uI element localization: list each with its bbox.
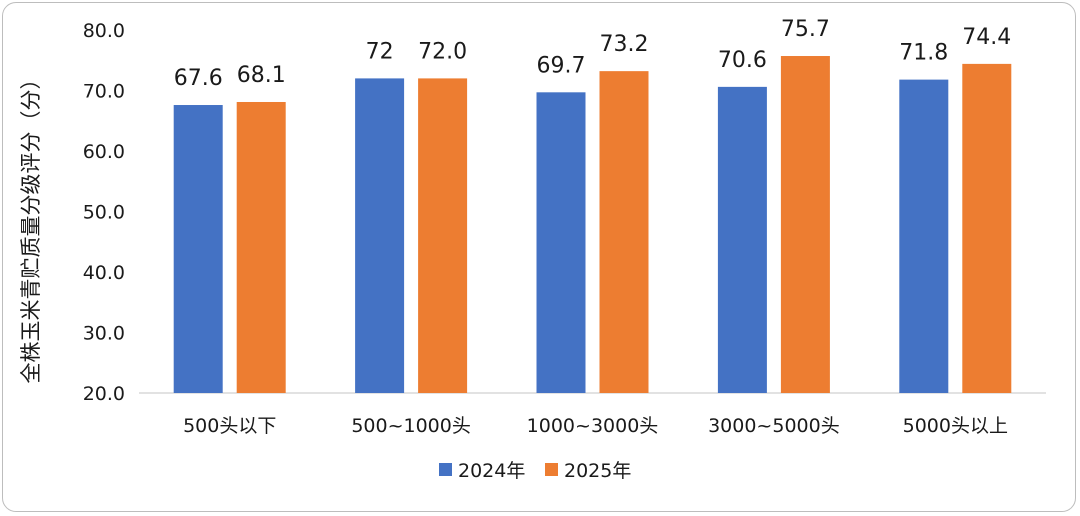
bar-2024年-1000~3000头 [536,92,586,393]
x-tick-label: 500~1000头 [351,415,471,437]
y-tick-label: 50.0 [83,202,125,224]
bars [173,56,1012,394]
y-axis-ticks: 20.0 30.0 40.0 50.0 60.0 70.0 80.0 [83,20,125,405]
y-tick-label: 60.0 [83,141,125,163]
y-tick-label: 30.0 [83,323,125,345]
bar-2024年-500头以下 [173,105,223,394]
y-axis-label-group: 全株玉米青贮质量分级评分（分） [19,69,43,384]
bar-2024年-5000头以上 [899,79,949,394]
bar-2025年-500头以下 [236,101,286,394]
bar-2025年-5000头以上 [962,63,1012,393]
y-tick-label: 20.0 [83,383,125,405]
data-label: 72 [366,39,394,64]
y-tick-label: 80.0 [83,20,125,42]
data-label: 72.0 [418,39,467,64]
data-label: 70.6 [718,48,767,73]
x-tick-label: 500头以下 [183,415,276,437]
legend-label: 2025年 [564,460,631,482]
bar-2024年-3000~5000头 [717,86,767,394]
y-tick-label: 40.0 [83,262,125,284]
value-labels: 67.6 68.1 72 72.0 69.7 73.2 70.6 75.7 71.8 74.4 [174,17,1012,91]
bar-2025年-1000~3000头 [599,71,649,393]
data-label: 75.7 [781,17,830,42]
legend-label: 2024年 [458,460,525,482]
legend-swatch [439,463,452,476]
x-tick-label: 5000头以上 [903,415,1008,437]
y-axis-label: 全株玉米青贮质量分级评分（分） [19,69,43,384]
legend: 2024年 2025年 [439,460,631,482]
bar-2025年-500~1000头 [418,78,468,394]
bar-2024年-500~1000头 [355,78,405,394]
x-axis-ticks: 500头以下 500~1000头 1000~3000头 3000~5000头 5000头… [183,415,1008,437]
data-label: 73.2 [600,32,649,57]
data-label: 74.4 [962,25,1011,50]
data-label: 67.6 [174,66,223,91]
data-label: 69.7 [537,53,586,78]
data-label: 71.8 [899,41,948,66]
bar-2025年-3000~5000头 [780,56,830,393]
x-tick-label: 3000~5000头 [708,415,840,437]
y-tick-label: 70.0 [83,81,125,103]
data-label: 68.1 [237,63,286,88]
legend-swatch [545,463,558,476]
x-tick-label: 1000~3000头 [527,415,659,437]
